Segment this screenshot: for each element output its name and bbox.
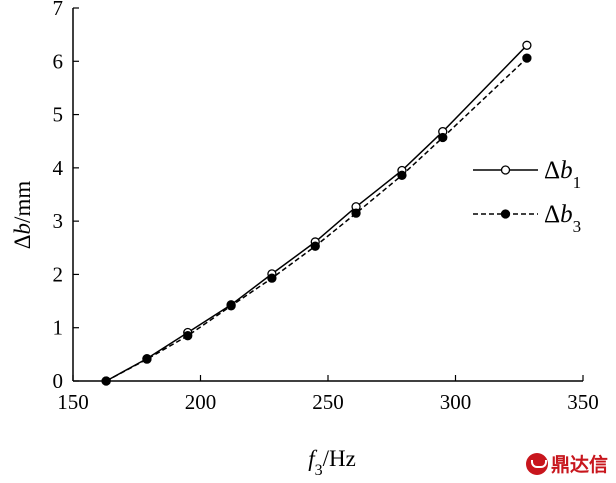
data-point <box>522 40 532 50</box>
data-point <box>438 132 448 143</box>
data-point <box>267 273 277 283</box>
y-axis-label: Δb/mm <box>10 181 35 250</box>
logo-text: 鼎达信 <box>550 454 608 476</box>
data-point <box>310 241 320 251</box>
x-tick-label: 150 <box>57 390 89 414</box>
y-tick-label: 2 <box>53 262 64 286</box>
y-tick-label: 3 <box>53 209 64 233</box>
legend-entry-2: Δb3 <box>473 201 581 236</box>
data-point <box>522 53 532 63</box>
legend-marker <box>500 209 511 219</box>
y-tick-label: 5 <box>53 103 64 127</box>
data-point <box>101 376 111 386</box>
y-tick-label: 4 <box>53 156 64 180</box>
data-point <box>183 331 193 341</box>
x-tick-label: 250 <box>312 390 344 414</box>
series-2 <box>101 53 532 386</box>
legend-label: Δb3 <box>544 201 581 236</box>
brand-logo: 鼎达信 <box>525 450 608 477</box>
y-tick-label: 0 <box>53 369 64 393</box>
y-tick-label: 6 <box>53 49 64 73</box>
x-tick-label: 200 <box>185 390 217 414</box>
x-tick-label: 350 <box>567 390 599 414</box>
data-point <box>226 301 236 311</box>
data-point <box>397 170 407 180</box>
series-line <box>105 44 528 382</box>
axes: 0 1 2 3 4 5 6 7 150 200 250 300 350 <box>53 0 599 414</box>
legend-entry-1: Δb1 <box>473 157 581 192</box>
x-tick-label: 300 <box>440 390 472 414</box>
legend-label: Δb1 <box>544 157 581 192</box>
series-line <box>105 57 528 382</box>
y-tick-label: 7 <box>53 0 64 20</box>
y-tick-label: 1 <box>53 316 64 340</box>
data-point <box>142 354 152 364</box>
data-point <box>351 208 361 218</box>
x-axis-label: f3/Hz <box>308 446 356 479</box>
series-1 <box>101 40 532 386</box>
series-layer <box>101 40 532 386</box>
legend-marker <box>500 165 511 175</box>
logo-icon <box>525 452 548 475</box>
